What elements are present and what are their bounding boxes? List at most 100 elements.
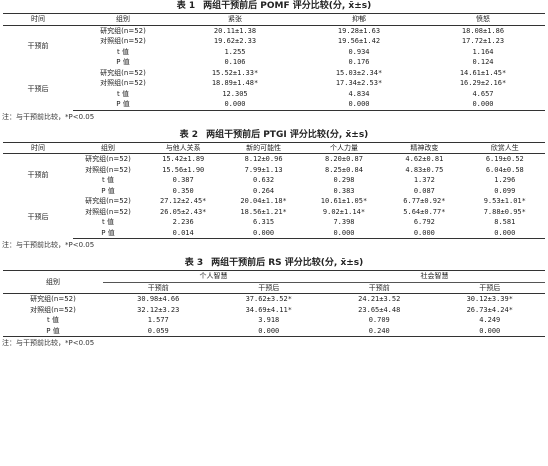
table1-header-col2: 抑郁 <box>297 13 421 26</box>
row-label: 对照组(n=52) <box>100 79 146 87</box>
table-cell: 0.934 <box>348 47 370 56</box>
row-label: t 值 <box>102 218 114 226</box>
table3-note: 注：与干预前比较，*P<0.05 <box>2 339 95 347</box>
table-row: 对照组(n=52) 15.56±1.90 7.99±1.13 8.25±0.84… <box>3 165 545 176</box>
table2-header-row: 时间 组别 与他人关系 新的可能性 个人力量 精神改变 欣赏人生 <box>3 141 545 154</box>
table-row: t 值 12.305 4.834 4.657 <box>3 89 545 100</box>
row-label: 对照组(n=52) <box>85 165 131 174</box>
table-cell: 15.56±1.90 <box>162 165 205 174</box>
table-row: P 值 0.014 0.000 0.000 0.000 0.000 <box>3 227 545 239</box>
table3-number: 表 3 <box>184 258 204 268</box>
table-cell: 2.236 <box>172 218 194 226</box>
table2-header-time: 时间 <box>3 141 73 154</box>
table1-header-col1: 紧张 <box>173 13 297 26</box>
table2-header-col1: 与他人关系 <box>143 141 224 154</box>
row-label: 研究组(n=52) <box>85 155 131 163</box>
table3-subheader-1: 干预前 <box>103 282 214 294</box>
table-cell: 8.12±0.96 <box>244 155 283 163</box>
table-cell: 26.73±4.24* <box>466 305 513 314</box>
table-cell: 8.25±0.84 <box>325 165 363 174</box>
table3-title: 两组干预前后 RS 评分比较(分, x̄±s) <box>211 258 364 268</box>
table-cell: 0.350 <box>172 186 194 195</box>
table-row: P 值 0.059 0.000 0.240 0.000 <box>3 325 545 337</box>
table-cell: 30.98±4.66 <box>137 295 180 303</box>
table-cell: 17.72±1.23 <box>461 37 505 45</box>
table1-header-group: 组别 <box>73 13 173 26</box>
table2-title: 两组干预前后 PTGI 评分比较(分, x̄±s) <box>206 129 369 140</box>
table-row: P 值 0.350 0.264 0.383 0.087 0.099 <box>3 186 545 197</box>
table-cell: 18.08±1.86 <box>461 26 505 35</box>
table-cell: 4.249 <box>479 316 501 324</box>
table-cell: 0.000 <box>384 227 465 239</box>
table-cell: 4.62±0.81 <box>405 155 444 163</box>
table-cell: 0.099 <box>494 186 516 195</box>
table-cell: 4.657 <box>472 89 494 98</box>
table3-colgroup-personal: 个人智慧 <box>103 270 324 283</box>
table-row: t 值 1.577 3.918 0.709 4.249 <box>3 315 545 326</box>
table-cell: 0.240 <box>324 325 435 337</box>
table2: 时间 组别 与他人关系 新的可能性 个人力量 精神改变 欣赏人生 干预前 研究组… <box>3 141 545 239</box>
table2-header-col2: 新的可能性 <box>223 141 304 154</box>
table-row: 干预前 研究组(n=52) 20.11±1.38 19.28±1.63 18.0… <box>3 25 545 51</box>
table-cell: 24.21±3.52 <box>358 295 401 303</box>
table-cell: 0.000 <box>464 227 545 239</box>
table-row: 干预后 研究组(n=52) 15.52±1.33* 15.03±2.34* 14… <box>3 68 545 93</box>
table2-number: 表 2 <box>179 129 199 140</box>
table3-subheader-4: 干预后 <box>434 282 545 294</box>
table-row: t 值 2.236 6.315 7.398 6.792 8.581 <box>3 217 545 228</box>
table-cell: 0.087 <box>413 186 435 195</box>
table-cell: 0.000 <box>421 99 545 111</box>
table-cell: 14.61±1.45* <box>459 68 507 77</box>
table3-header-row-2: 干预前 干预后 干预前 干预后 <box>3 282 545 294</box>
table2-note: 注：与干预前比较，*P<0.05 <box>2 241 95 249</box>
row-label: P 值 <box>101 186 115 195</box>
table-cell: 0.709 <box>368 316 390 324</box>
table-cell: 0.000 <box>297 99 421 111</box>
table1-time-after: 干预后 <box>27 84 49 93</box>
table-cell: 19.62±2.33 <box>213 37 257 45</box>
table-cell: 1.164 <box>472 47 494 56</box>
table1-caption: 表 1 两组干预前后 POMF 评分比较(分, x̄±s) <box>0 0 548 13</box>
table1-number: 表 1 <box>176 1 196 11</box>
table-cell: 6.04±0.58 <box>485 165 524 174</box>
table-cell: 1.296 <box>494 176 516 184</box>
table3-header-group: 组别 <box>3 270 103 294</box>
table3-subheader-3: 干预前 <box>324 282 435 294</box>
table-cell: 4.83±0.75 <box>405 165 444 174</box>
table-cell: 16.29±2.16* <box>459 79 507 87</box>
table-cell: 15.42±1.89 <box>162 155 205 163</box>
row-label: 研究组(n=52) <box>85 197 131 205</box>
table-cell: 0.298 <box>333 176 355 184</box>
row-label: t 值 <box>117 47 129 56</box>
table-cell: 23.65±4.48 <box>358 305 401 314</box>
table-row: 干预后 研究组(n=52) 27.12±2.45* 20.04±1.18* 10… <box>3 196 545 221</box>
table2-header-col4: 精神改变 <box>384 141 465 154</box>
table-row: 干预前 研究组(n=52) 15.42±1.89 8.12±0.96 8.20±… <box>3 154 545 179</box>
table-cell: 6.19±0.52 <box>485 155 524 163</box>
table-cell: 30.12±3.39* <box>466 295 513 303</box>
table3-colgroup-social: 社会智慧 <box>324 270 545 283</box>
table-cell: 0.106 <box>224 58 246 66</box>
row-label: 研究组(n=52) <box>100 68 146 77</box>
table-cell: 0.124 <box>472 58 494 66</box>
table-cell: 34.69±4.11* <box>245 305 292 314</box>
table-cell: 0.000 <box>434 325 545 337</box>
table-cell: 3.918 <box>258 316 280 324</box>
table-row: 对照组(n=52) 26.05±2.43* 18.56±1.21* 9.02±1… <box>3 207 545 218</box>
table-cell: 9.02±1.14* <box>322 207 366 216</box>
row-label: 对照组(n=52) <box>100 37 146 45</box>
table-cell: 10.61±1.05* <box>320 197 368 205</box>
table-cell: 20.11±1.38 <box>213 26 257 35</box>
table-cell: 19.56±1.42 <box>337 37 381 45</box>
row-label: t 值 <box>117 89 129 98</box>
row-label: P 值 <box>73 227 143 239</box>
table-cell: 0.014 <box>143 227 224 239</box>
table-cell: 0.000 <box>173 99 297 111</box>
table-cell: 0.059 <box>103 325 214 337</box>
table-row: 对照组(n=52) 18.89±1.48* 17.34±2.53* 16.29±… <box>3 78 545 89</box>
row-label: 研究组(n=52) <box>100 26 146 35</box>
table-cell: 6.77±0.92* <box>403 197 446 205</box>
table-cell: 1.372 <box>413 176 435 184</box>
table-cell: 27.12±2.45* <box>160 197 207 205</box>
table2-header-col3: 个人力量 <box>303 141 385 154</box>
